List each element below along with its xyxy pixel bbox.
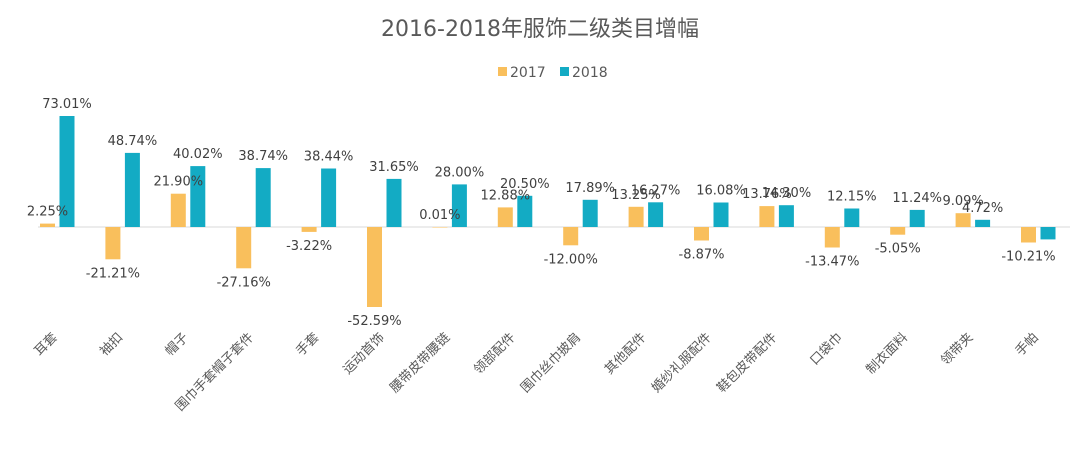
bar-2018-10 [713,202,729,227]
data-label-2017-15: -10.21% [1001,250,1055,265]
data-label-2017-0: 2.25% [27,205,68,220]
category-label-12: 口袋巾 [807,330,845,368]
bar-2018-5 [386,178,402,227]
bar-2018-8 [582,199,598,227]
data-label-2018-3: 38.74% [238,149,288,164]
category-label-2: 帽子 [162,330,192,360]
category-label-15: 手帕 [1013,330,1042,359]
data-label-2018-12: 12.15% [827,190,877,205]
bar-2017-13 [890,227,906,235]
bar-2017-15 [1021,227,1036,243]
bar-2017-9 [628,206,644,227]
data-label-2017-6: 0.01% [419,208,460,223]
data-label-2018-0: 73.01% [42,97,92,112]
bar-2018-1 [124,152,140,227]
data-label-2017-1: -21.21% [86,266,140,281]
bar-2018-7 [517,195,533,227]
bar-2017-5 [367,227,382,307]
bar-2018-3 [255,168,271,227]
category-label-13: 制衣面料 [863,330,911,378]
bar-2018-15 [1040,227,1056,240]
category-label-10: 婚纱礼服配件 [648,330,714,396]
bar-2018-6 [451,184,467,227]
data-label-2018-6: 28.00% [435,165,485,180]
category-label-4: 手套 [293,330,323,360]
data-label-2017-8: -12.00% [544,252,598,267]
bar-2018-2 [190,166,206,227]
bar-2018-14 [975,219,991,227]
chart-title: 2016-2018年服饰二级类目增幅 [381,17,699,42]
data-label-2017-11: 13.76% [742,187,792,202]
bar-2017-14 [955,213,971,227]
legend-label-2017: 2017 [510,65,546,81]
bar-2017-0 [40,223,55,227]
data-label-2017-4: -3.22% [286,239,332,254]
bar-2018-9 [648,202,664,227]
bar-2017-11 [759,206,775,227]
data-label-2018-13: 11.24% [892,191,942,206]
bar-2017-6 [432,227,448,228]
bar-2017-7 [497,207,513,227]
category-label-14: 领带夹 [938,330,976,368]
bar-2017-1 [105,227,121,260]
category-label-5: 运动首饰 [340,330,387,377]
category-label-11: 鞋包皮带配件 [714,330,780,396]
data-label-2018-9: 16.27% [631,183,681,198]
category-label-7: 领部配件 [471,330,518,377]
category-label-1: 袖扣 [97,330,126,359]
bar-2017-2 [170,193,186,227]
legend-swatch-2018 [560,67,569,76]
data-label-2017-2: 21.90% [154,175,204,190]
data-label-2017-9: 13.25% [611,188,661,203]
data-label-2018-10: 16.08% [696,184,746,199]
bars-layer [40,116,1056,307]
data-label-2017-10: -8.87% [679,248,725,263]
data-label-2018-8: 17.89% [565,181,615,196]
category-label-6: 腰带皮带腰链 [387,330,453,396]
legend-label-2018: 2018 [572,65,608,81]
bar-2017-8 [563,227,579,246]
data-labels-layer: 2.25% 73.01% -21.21% 48.74% 21.90% 40.02% -27.… [27,97,1056,329]
data-label-2018-1: 48.74% [108,134,158,149]
bar-2018-12 [844,208,860,227]
bar-2018-11 [778,205,794,227]
bar-2018-0 [59,116,75,227]
data-label-2017-14: 9.09% [942,194,983,209]
data-label-2017-3: -27.16% [217,275,271,290]
bar-2017-4 [301,227,317,232]
bar-2018-4 [321,168,337,227]
data-label-2018-11: 14.30% [762,186,812,201]
bar-2018-13 [909,209,925,227]
bar-2017-12 [824,227,840,248]
data-label-2018-5: 31.65% [369,160,419,175]
data-label-2018-4: 38.44% [304,150,354,165]
data-label-2018-7: 20.50% [500,177,550,192]
data-label-2018-2: 40.02% [173,147,223,162]
data-label-2018-14: 4.72% [962,201,1003,216]
data-label-2017-5: -52.59% [347,314,401,329]
data-label-2017-7: 12.88% [481,188,531,203]
legend-swatch-2017 [498,67,507,76]
category-label-0: 耳套 [31,330,61,360]
legend: 2017 2018 [498,65,608,81]
data-label-2017-13: -5.05% [875,242,921,257]
category-label-8: 围巾丝巾披肩 [518,330,584,396]
data-label-2017-12: -13.47% [805,255,859,270]
bar-2017-3 [236,227,252,269]
bar-2017-10 [694,227,709,241]
category-label-9: 其他配件 [602,330,649,377]
